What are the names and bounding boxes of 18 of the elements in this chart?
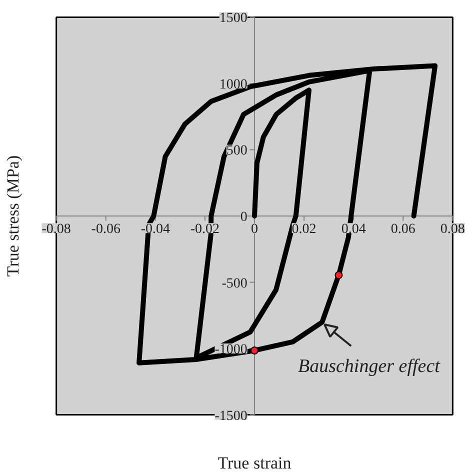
- x-tick-label: -0.04: [140, 222, 170, 238]
- y-tick-label: 0: [240, 210, 248, 225]
- y-tick-label: 1000: [219, 77, 248, 92]
- annotation: Bauschinger effect: [298, 356, 441, 377]
- y-tick-label: -1500: [214, 408, 248, 424]
- y-tick-label: 1500: [219, 11, 248, 26]
- x-tick-label: -0.02: [190, 222, 220, 238]
- x-axis-title: True strain: [218, 454, 292, 472]
- x-tick-label: 0: [251, 222, 258, 238]
- y-tick-label: 500: [226, 144, 248, 159]
- x-tick-label: 0.04: [341, 222, 366, 238]
- x-tick-label: 0.08: [440, 222, 465, 238]
- x-tick-label: 0.06: [390, 222, 416, 238]
- y-tick-label: -500: [222, 276, 248, 292]
- x-tick-label: 0.02: [292, 222, 316, 238]
- x-tick-label: -0.06: [91, 222, 120, 238]
- x-tick-label: -0.08: [42, 222, 71, 238]
- y-axis-title: True stress (MPa): [4, 155, 22, 277]
